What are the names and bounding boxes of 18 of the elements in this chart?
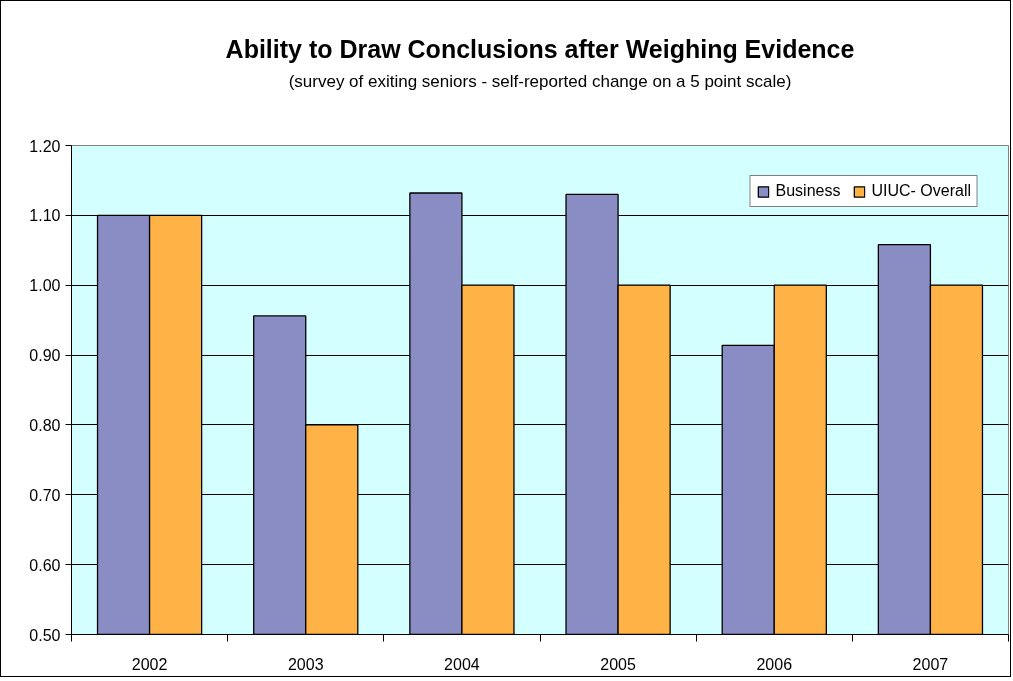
y-tick-label: 0.80 xyxy=(29,416,61,434)
y-tick-label: 0.60 xyxy=(29,556,61,574)
x-tick-label: 2006 xyxy=(756,655,793,673)
x-tick-label: 2007 xyxy=(912,655,949,673)
y-tick-label: 0.70 xyxy=(29,486,61,504)
y-tick-label: 1.20 xyxy=(29,137,61,155)
x-tick-label: 2004 xyxy=(444,655,480,673)
chart-title: Ability to Draw Conclusions after Weighing Evidence xyxy=(225,34,855,63)
chart-subtitle: (survey of exiting seniors - self-reported change on a 5 point scale) xyxy=(288,71,792,91)
y-tick-label: 1.00 xyxy=(29,277,61,295)
x-tick-label: 2005 xyxy=(600,655,636,673)
y-tick-label: 0.90 xyxy=(29,347,61,365)
legend-label: UIUC- Overall xyxy=(871,182,971,200)
legend-label: Business xyxy=(775,182,841,200)
y-tick-label: 0.50 xyxy=(29,626,61,644)
y-tick-label: 1.10 xyxy=(29,207,61,225)
x-tick-label: 2002 xyxy=(131,655,168,673)
x-tick-label: 2003 xyxy=(287,655,324,673)
